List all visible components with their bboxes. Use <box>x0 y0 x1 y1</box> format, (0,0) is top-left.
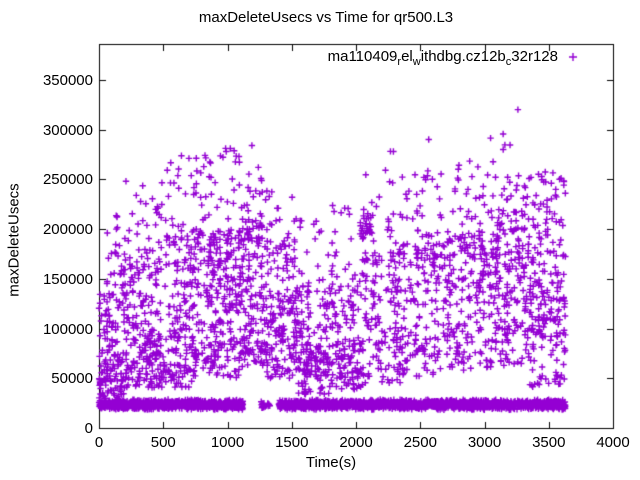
x-tick-label: 1000 <box>210 434 245 451</box>
series-label-text: ma110409 <box>327 48 398 65</box>
series-label-text: 32r128 <box>511 48 558 65</box>
x-tick-label: 500 <box>150 434 176 451</box>
series-label-subscript: r <box>397 56 402 68</box>
y-tick-label: 0 <box>84 420 93 437</box>
y-tick-label: 200000 <box>42 221 93 239</box>
series-label: ma110409relwithdbg.cz12bc32r128 <box>327 48 558 68</box>
y-tick-label: 300000 <box>42 121 93 139</box>
x-tick-label: 4000 <box>596 434 630 451</box>
y-tick-label: 50000 <box>51 370 93 388</box>
x-axis-label: Time(s) <box>305 454 357 471</box>
series-label-subscript: c <box>505 56 512 68</box>
series-label-text: el <box>401 48 413 65</box>
y-tick-label: 250000 <box>42 171 93 189</box>
y-tick-label: 150000 <box>42 270 93 288</box>
x-tick-label: 2500 <box>403 434 437 451</box>
x-tick-label: 1500 <box>275 434 309 451</box>
x-tick-label: 0 <box>94 434 104 451</box>
x-tick-label: 3500 <box>532 434 566 451</box>
y-tick-label: 350000 <box>42 71 93 89</box>
series-label-subscript: w <box>412 56 421 68</box>
x-tick-label: 3000 <box>467 434 502 451</box>
x-tick-label: 2000 <box>339 434 373 451</box>
y-tick-label: 100000 <box>42 320 93 338</box>
series-label-text: ithdbg.cz12b <box>420 48 506 65</box>
chart-title: maxDeleteUsecs vs Time for qr500.L3 <box>198 9 454 26</box>
legend-entry: ma110409relwithdbg.cz12bc32r128 <box>327 48 558 68</box>
